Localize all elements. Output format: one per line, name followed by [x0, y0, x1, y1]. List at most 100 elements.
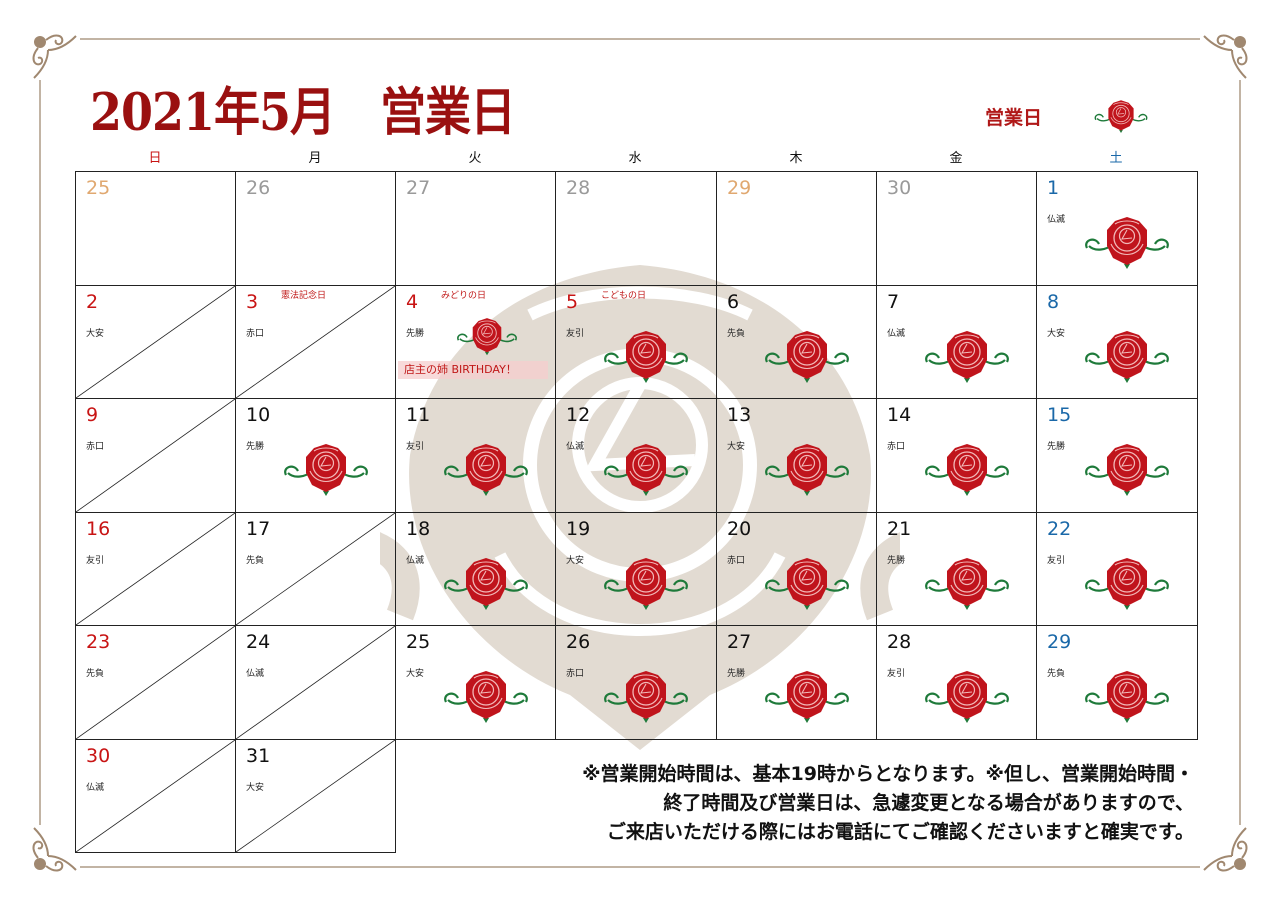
- day-number: 18: [406, 518, 431, 540]
- rokuyo-label: 仏滅: [86, 783, 105, 793]
- day-cell[interactable]: 19 大安: [555, 512, 717, 626]
- day-number: 28: [566, 177, 591, 199]
- day-cell[interactable]: 25: [75, 171, 236, 286]
- day-number: 17: [246, 518, 271, 540]
- day-number: 27: [406, 177, 431, 199]
- holiday-name: みどりの日: [441, 291, 487, 301]
- day-cell[interactable]: 23 先負: [75, 625, 236, 740]
- day-number: 27: [727, 631, 752, 653]
- open-day-rose-icon: [600, 328, 692, 384]
- rokuyo-label: 友引: [566, 329, 585, 339]
- day-number: 23: [86, 631, 111, 653]
- day-cell[interactable]: 30: [876, 171, 1037, 286]
- weekday-1: 月: [308, 151, 322, 166]
- closed-day-slash: [76, 626, 235, 739]
- closed-day-slash: [236, 513, 395, 625]
- day-cell[interactable]: 16 友引: [75, 512, 236, 626]
- rokuyo-label: 赤口: [86, 442, 105, 452]
- day-number: 31: [246, 745, 271, 767]
- rokuyo-label: 大安: [1047, 329, 1066, 339]
- day-cell[interactable]: 3 赤口 憲法記念日: [235, 285, 396, 399]
- rokuyo-label: 仏滅: [887, 329, 906, 339]
- day-cell[interactable]: 24 仏滅: [235, 625, 396, 740]
- business-hours-notice: ※営業開始時間は、基本19時からとなります。※但し、営業開始時間・ 終了時間及び…: [582, 760, 1194, 847]
- day-cell[interactable]: 1 仏滅: [1036, 171, 1198, 286]
- open-day-rose-icon: [1081, 555, 1173, 611]
- day-cell[interactable]: 27: [395, 171, 556, 286]
- day-cell[interactable]: 31 大安: [235, 739, 396, 853]
- day-cell[interactable]: 10 先勝: [235, 398, 396, 513]
- day-number: 11: [406, 404, 431, 426]
- day-number: 29: [1047, 631, 1072, 653]
- closed-day-slash: [76, 286, 235, 398]
- day-cell[interactable]: 26: [235, 171, 396, 286]
- day-number: 26: [566, 631, 591, 653]
- rokuyo-label: 仏滅: [246, 669, 265, 679]
- rokuyo-label: 先勝: [887, 556, 906, 566]
- open-day-rose-icon: [454, 316, 520, 356]
- notice-line: ご来店いただける際にはお電話にてご確認くださいますと確実です。: [606, 821, 1194, 843]
- day-cell[interactable]: 20 赤口: [716, 512, 877, 626]
- day-number: 30: [86, 745, 111, 767]
- day-cell[interactable]: 18 仏滅: [395, 512, 556, 626]
- rokuyo-label: 大安: [86, 329, 105, 339]
- day-cell[interactable]: 27 先勝: [716, 625, 877, 740]
- rokuyo-label: 先勝: [727, 669, 746, 679]
- day-cell[interactable]: 5 友引 こどもの日: [555, 285, 717, 399]
- rose-icon: [1092, 98, 1150, 134]
- open-day-rose-icon: [280, 441, 372, 497]
- corner-ornament-icon: [28, 30, 82, 84]
- weekday-5: 金: [949, 151, 963, 166]
- day-cell[interactable]: 26 赤口: [555, 625, 717, 740]
- open-day-rose-icon: [1081, 328, 1173, 384]
- day-cell[interactable]: 21 先勝: [876, 512, 1037, 626]
- closed-day-slash: [236, 740, 395, 852]
- day-cell[interactable]: 4 先勝 みどりの日 店主の姉 BIRTHDAY！: [395, 285, 556, 399]
- day-number: 10: [246, 404, 271, 426]
- rokuyo-label: 先勝: [246, 442, 265, 452]
- frame-bottom: [80, 866, 1200, 868]
- day-cell[interactable]: 7 仏滅: [876, 285, 1037, 399]
- holiday-name: こどもの日: [601, 291, 647, 301]
- open-day-rose-icon: [761, 328, 853, 384]
- day-cell[interactable]: 17 先負: [235, 512, 396, 626]
- corner-ornament-icon: [1198, 30, 1252, 84]
- day-cell[interactable]: 28 友引: [876, 625, 1037, 740]
- day-cell[interactable]: 14 赤口: [876, 398, 1037, 513]
- weekday-2: 火: [468, 151, 482, 166]
- rokuyo-label: 先負: [246, 556, 265, 566]
- open-day-rose-icon: [921, 555, 1013, 611]
- day-cell[interactable]: 28: [555, 171, 717, 286]
- day-number: 25: [86, 177, 111, 199]
- open-day-rose-icon: [921, 328, 1013, 384]
- day-number: 22: [1047, 518, 1072, 540]
- day-cell[interactable]: 8 大安: [1036, 285, 1198, 399]
- day-cell[interactable]: 22 友引: [1036, 512, 1198, 626]
- day-cell[interactable]: 29: [716, 171, 877, 286]
- open-day-rose-icon: [600, 441, 692, 497]
- day-cell[interactable]: 12 仏滅: [555, 398, 717, 513]
- open-day-rose-icon: [761, 441, 853, 497]
- day-cell[interactable]: 11 友引: [395, 398, 556, 513]
- open-day-rose-icon: [921, 668, 1013, 724]
- open-day-rose-icon: [440, 668, 532, 724]
- rokuyo-label: 大安: [727, 442, 746, 452]
- rokuyo-label: 友引: [887, 669, 906, 679]
- day-cell[interactable]: 29 先負: [1036, 625, 1198, 740]
- day-cell[interactable]: 6 先負: [716, 285, 877, 399]
- rokuyo-label: 赤口: [887, 442, 906, 452]
- open-day-rose-icon: [600, 555, 692, 611]
- rokuyo-label: 友引: [1047, 556, 1066, 566]
- rokuyo-label: 先勝: [1047, 442, 1066, 452]
- holiday-name: 憲法記念日: [281, 291, 327, 301]
- day-cell[interactable]: 25 大安: [395, 625, 556, 740]
- rokuyo-label: 大安: [246, 783, 265, 793]
- day-number: 16: [86, 518, 111, 540]
- day-cell[interactable]: 13 大安: [716, 398, 877, 513]
- day-cell[interactable]: 2 大安: [75, 285, 236, 399]
- day-cell[interactable]: 15 先勝: [1036, 398, 1198, 513]
- day-cell[interactable]: 9 赤口: [75, 398, 236, 513]
- day-number: 3: [246, 291, 259, 313]
- rokuyo-label: 大安: [406, 669, 425, 679]
- day-cell[interactable]: 30 仏滅: [75, 739, 236, 853]
